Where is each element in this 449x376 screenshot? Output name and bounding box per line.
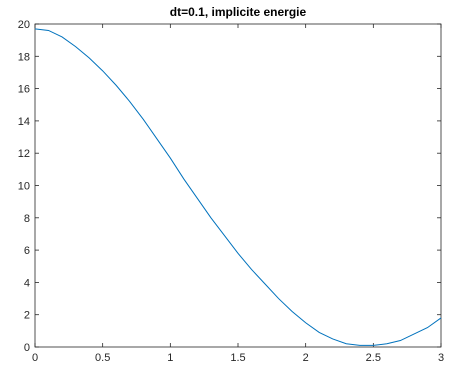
x-tick-label: 2.5 — [366, 352, 381, 364]
axes-box — [34, 23, 442, 348]
y-tick-label: 8 — [24, 213, 30, 225]
y-tick-label: 0 — [24, 342, 30, 354]
x-tick-label: 2 — [303, 352, 309, 364]
y-tick-label: 2 — [24, 310, 30, 322]
y-tick-label: 14 — [18, 116, 30, 128]
y-tick-label: 20 — [18, 19, 30, 31]
x-tick-label: 0.5 — [95, 352, 110, 364]
y-tick-label: 12 — [18, 148, 30, 160]
y-tick-label: 4 — [24, 277, 30, 289]
x-tick-label: 0 — [32, 352, 38, 364]
y-tick-label: 16 — [18, 84, 30, 96]
series-line — [34, 28, 442, 346]
x-tick-label: 3 — [438, 352, 444, 364]
x-tick-label: 1 — [167, 352, 173, 364]
plot-area: 0 0.5 1 1.5 2 2.5 3 0 2 4 6 8 10 12 14 16 18 20 — [18, 19, 444, 364]
y-tick-label: 10 — [18, 181, 30, 193]
chart-title: dt=0.1, implicite energie — [170, 5, 307, 19]
x-tick-label: 1.5 — [230, 352, 245, 364]
y-tick-label: 6 — [24, 245, 30, 257]
y-tick-label: 18 — [18, 51, 30, 63]
